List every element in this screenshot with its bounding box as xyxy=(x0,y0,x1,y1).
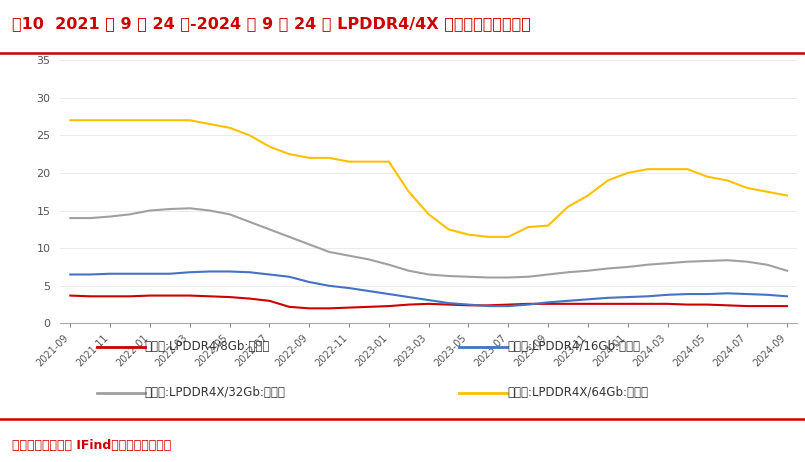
Text: 资料来源：同花顺 IFind，东海证券研究所: 资料来源：同花顺 IFind，东海证券研究所 xyxy=(12,439,171,452)
Text: 市场价:LPDDR4/8Gb:平均价: 市场价:LPDDR4/8Gb:平均价 xyxy=(145,340,270,353)
Text: 市场价:LPDDR4X/32Gb:平均价: 市场价:LPDDR4X/32Gb:平均价 xyxy=(145,386,286,399)
Text: 市场价:LPDDR4X/64Gb:平均价: 市场价:LPDDR4X/64Gb:平均价 xyxy=(507,386,648,399)
Text: 图10  2021 年 9 月 24 日-2024 年 9 月 24 日 LPDDR4/4X 市场平均价（美元）: 图10 2021 年 9 月 24 日-2024 年 9 月 24 日 LPDD… xyxy=(12,16,531,31)
Text: 市场价:LPDDR4/16Gb:平均价: 市场价:LPDDR4/16Gb:平均价 xyxy=(507,340,640,353)
